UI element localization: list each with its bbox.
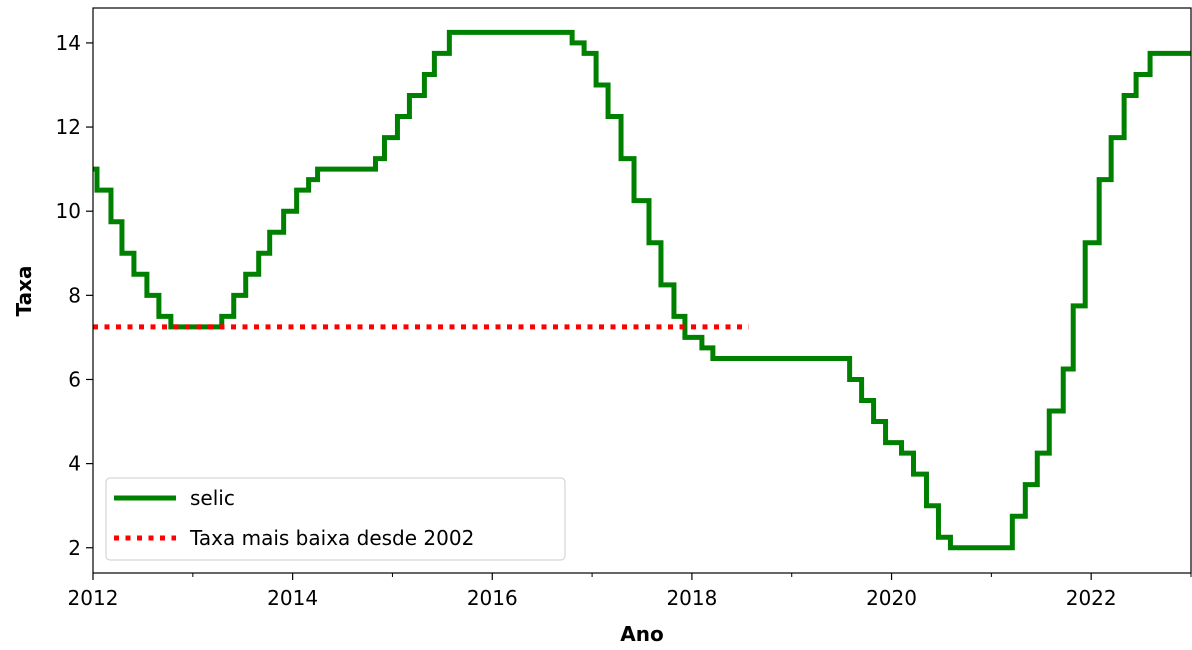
x-tick-label: 2022: [1066, 586, 1117, 610]
y-tick-label: 14: [56, 31, 81, 55]
x-tick-label: 2020: [866, 586, 917, 610]
x-tick-label: 2018: [666, 586, 717, 610]
legend-label: Taxa mais baixa desde 2002: [189, 526, 474, 550]
y-tick-label: 4: [68, 452, 81, 476]
y-tick-label: 6: [68, 367, 81, 391]
x-axis-label: Ano: [620, 622, 663, 646]
y-tick-label: 10: [56, 199, 81, 223]
y-tick-label: 2: [68, 536, 81, 560]
y-tick-label: 8: [68, 283, 81, 307]
y-axis-label: Taxa: [12, 266, 36, 317]
legend-box: [105, 477, 566, 561]
series-line: [93, 29, 1191, 551]
legend-label: selic: [190, 486, 235, 510]
x-tick-label: 2016: [467, 586, 518, 610]
x-tick-label: 2014: [267, 586, 318, 610]
plot-frame: [92, 7, 1192, 574]
y-tick-label: 12: [56, 115, 81, 139]
x-tick-label: 2012: [68, 586, 119, 610]
